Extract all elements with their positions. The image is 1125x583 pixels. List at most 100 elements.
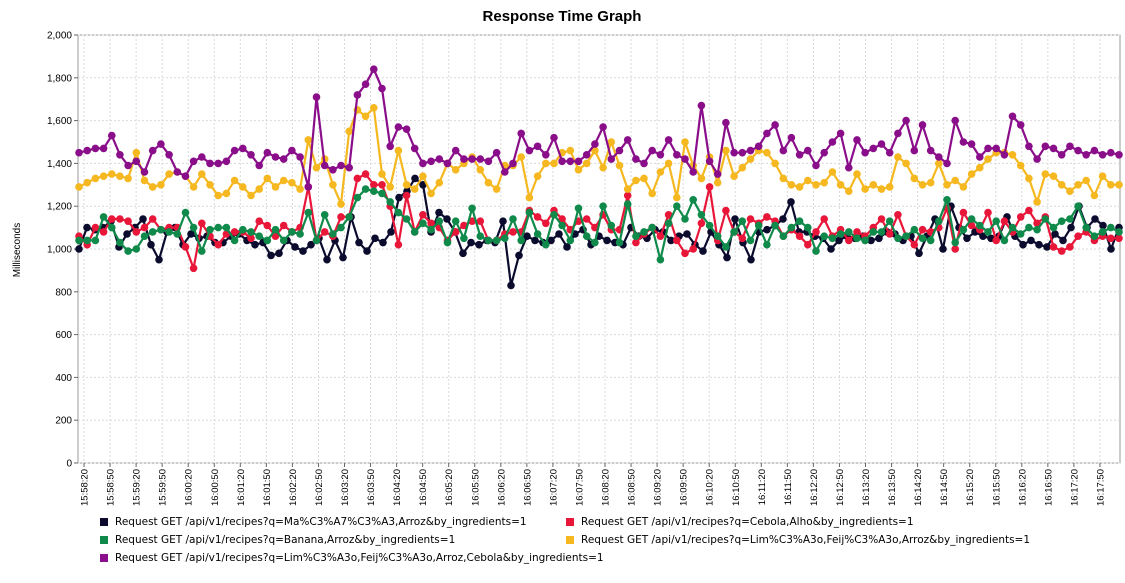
data-point — [91, 236, 100, 245]
data-point — [361, 170, 370, 178]
data-point — [1098, 228, 1107, 236]
data-point — [1115, 181, 1123, 189]
data-point — [603, 236, 611, 245]
data-point — [754, 221, 763, 230]
data-point — [214, 191, 222, 200]
data-point — [812, 161, 820, 170]
data-point — [763, 225, 771, 234]
data-point — [1057, 217, 1066, 225]
data-point — [75, 148, 83, 157]
data-point — [165, 151, 173, 159]
data-point — [410, 185, 419, 193]
data-point — [787, 133, 796, 142]
data-point — [623, 185, 632, 193]
data-point — [271, 153, 280, 161]
data-point — [632, 232, 640, 240]
data-point — [722, 146, 730, 155]
data-point — [525, 146, 534, 155]
data-point — [378, 170, 386, 178]
data-point — [198, 219, 206, 228]
data-point — [664, 159, 673, 168]
data-point — [427, 157, 435, 166]
data-point — [451, 228, 460, 236]
data-point — [271, 183, 280, 191]
data-point — [607, 155, 616, 163]
data-point — [640, 228, 648, 236]
data-point — [361, 80, 370, 88]
data-point — [148, 215, 157, 223]
data-point — [869, 181, 878, 189]
data-point — [410, 228, 419, 236]
data-point — [976, 221, 984, 230]
x-tick-label: 16:09:50 — [679, 469, 690, 506]
data-point — [1041, 170, 1050, 178]
data-point — [402, 181, 411, 189]
data-point — [1000, 151, 1009, 159]
data-point — [967, 170, 976, 178]
data-point — [1107, 245, 1115, 253]
data-point — [1027, 236, 1035, 245]
data-point — [148, 228, 157, 236]
data-point — [804, 146, 812, 155]
x-tick-label: 16:12:50 — [835, 469, 846, 506]
x-tick-label: 16:12:20 — [809, 469, 820, 506]
x-tick-label: 16:03:50 — [366, 469, 377, 506]
data-point — [664, 136, 673, 144]
data-point — [1025, 142, 1033, 151]
data-point — [820, 178, 828, 187]
data-point — [410, 144, 419, 153]
data-point — [132, 148, 141, 157]
x-tick-label: 16:10:50 — [731, 469, 742, 506]
data-point — [476, 217, 485, 225]
data-point — [1057, 247, 1066, 255]
data-point — [697, 101, 706, 110]
data-point — [547, 236, 555, 245]
x-tick-label: 16:07:50 — [574, 469, 585, 506]
series-3 — [75, 185, 1123, 264]
data-point — [323, 255, 331, 264]
data-point — [894, 234, 902, 243]
data-point — [566, 236, 575, 245]
data-point — [730, 148, 738, 157]
data-point — [918, 121, 927, 129]
data-point — [116, 238, 124, 247]
data-point — [157, 181, 165, 189]
data-point — [108, 215, 116, 223]
data-point — [108, 170, 116, 178]
data-point — [370, 181, 378, 189]
x-tick-label: 15:58:20 — [80, 469, 91, 506]
data-point — [173, 168, 182, 176]
data-point — [959, 225, 968, 234]
data-point — [771, 121, 779, 129]
data-point — [1066, 142, 1074, 151]
data-point — [222, 157, 231, 166]
data-point — [299, 247, 307, 255]
y-tick-label: 1,000 — [47, 245, 72, 256]
data-point — [632, 238, 640, 247]
data-point — [845, 228, 853, 236]
x-tick-label: 16:07:20 — [548, 469, 559, 506]
data-point — [1066, 215, 1074, 223]
data-point — [877, 215, 886, 223]
data-point — [99, 213, 108, 221]
data-point — [451, 146, 460, 155]
data-point — [501, 168, 509, 176]
data-point — [239, 183, 247, 191]
data-point — [355, 238, 363, 247]
data-point — [902, 232, 910, 240]
data-point — [484, 178, 493, 187]
data-point — [763, 213, 771, 221]
data-point — [542, 240, 550, 249]
x-tick-label: 16:04:50 — [418, 469, 429, 506]
data-point — [713, 232, 722, 240]
data-point — [853, 170, 861, 178]
data-point — [984, 208, 992, 217]
data-point — [648, 189, 656, 198]
data-point — [1090, 232, 1099, 240]
data-point — [206, 181, 214, 189]
data-point — [402, 215, 411, 223]
data-point — [771, 221, 779, 230]
data-point — [531, 236, 539, 245]
data-point — [1043, 243, 1051, 251]
